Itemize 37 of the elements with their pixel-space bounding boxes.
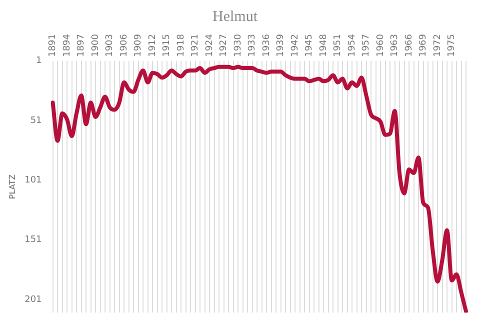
x-tick-label: 1972	[432, 34, 443, 57]
x-tick-label: 1933	[248, 34, 258, 57]
y-axis-title: PLATZ	[8, 174, 17, 200]
x-tick-label: 1948	[318, 34, 329, 57]
y-tick-label: 1	[36, 56, 42, 66]
chart-title: Helmut	[212, 8, 258, 25]
x-tick-label: 1894	[62, 34, 72, 57]
x-tick-label: 1951	[333, 34, 344, 57]
x-tick-label: 1963	[390, 34, 400, 57]
x-tick-label: 1957	[362, 34, 372, 57]
x-tick-label: 1903	[105, 34, 116, 57]
x-tick-label: 1975	[447, 34, 458, 57]
x-tick-label: 1930	[233, 34, 244, 57]
line-series	[50, 64, 468, 313]
x-tick-label: 1900	[90, 34, 101, 57]
x-tick-label: 1945	[304, 34, 315, 57]
x-tick-label: 1921	[190, 34, 201, 57]
y-tick-label: 101	[24, 176, 42, 186]
x-tick-label: 1912	[148, 34, 158, 57]
y-tick-label: 201	[24, 294, 42, 305]
x-tick-label: 1891	[48, 34, 58, 57]
x-tick-label: 1966	[404, 34, 414, 57]
x-tick-label: 1954	[347, 34, 358, 57]
x-tick-label: 1897	[76, 34, 87, 57]
x-tick-label: 1960	[376, 34, 386, 57]
x-tick-label: 1942	[290, 34, 300, 57]
y-tick-label: 151	[24, 235, 42, 246]
x-tick-label: 1927	[219, 34, 230, 57]
x-tick-label: 1906	[119, 34, 130, 57]
x-tick-label: 1939	[276, 34, 286, 57]
y-tick-label: 51	[30, 116, 42, 126]
x-tick-label: 1915	[162, 34, 172, 57]
x-tick-label: 1936	[262, 34, 272, 57]
x-tick-label: 1918	[176, 34, 186, 57]
x-tick-label: 1969	[418, 34, 429, 57]
x-tick-label: 1909	[134, 34, 144, 57]
x-tick-label: 1924	[204, 34, 215, 57]
